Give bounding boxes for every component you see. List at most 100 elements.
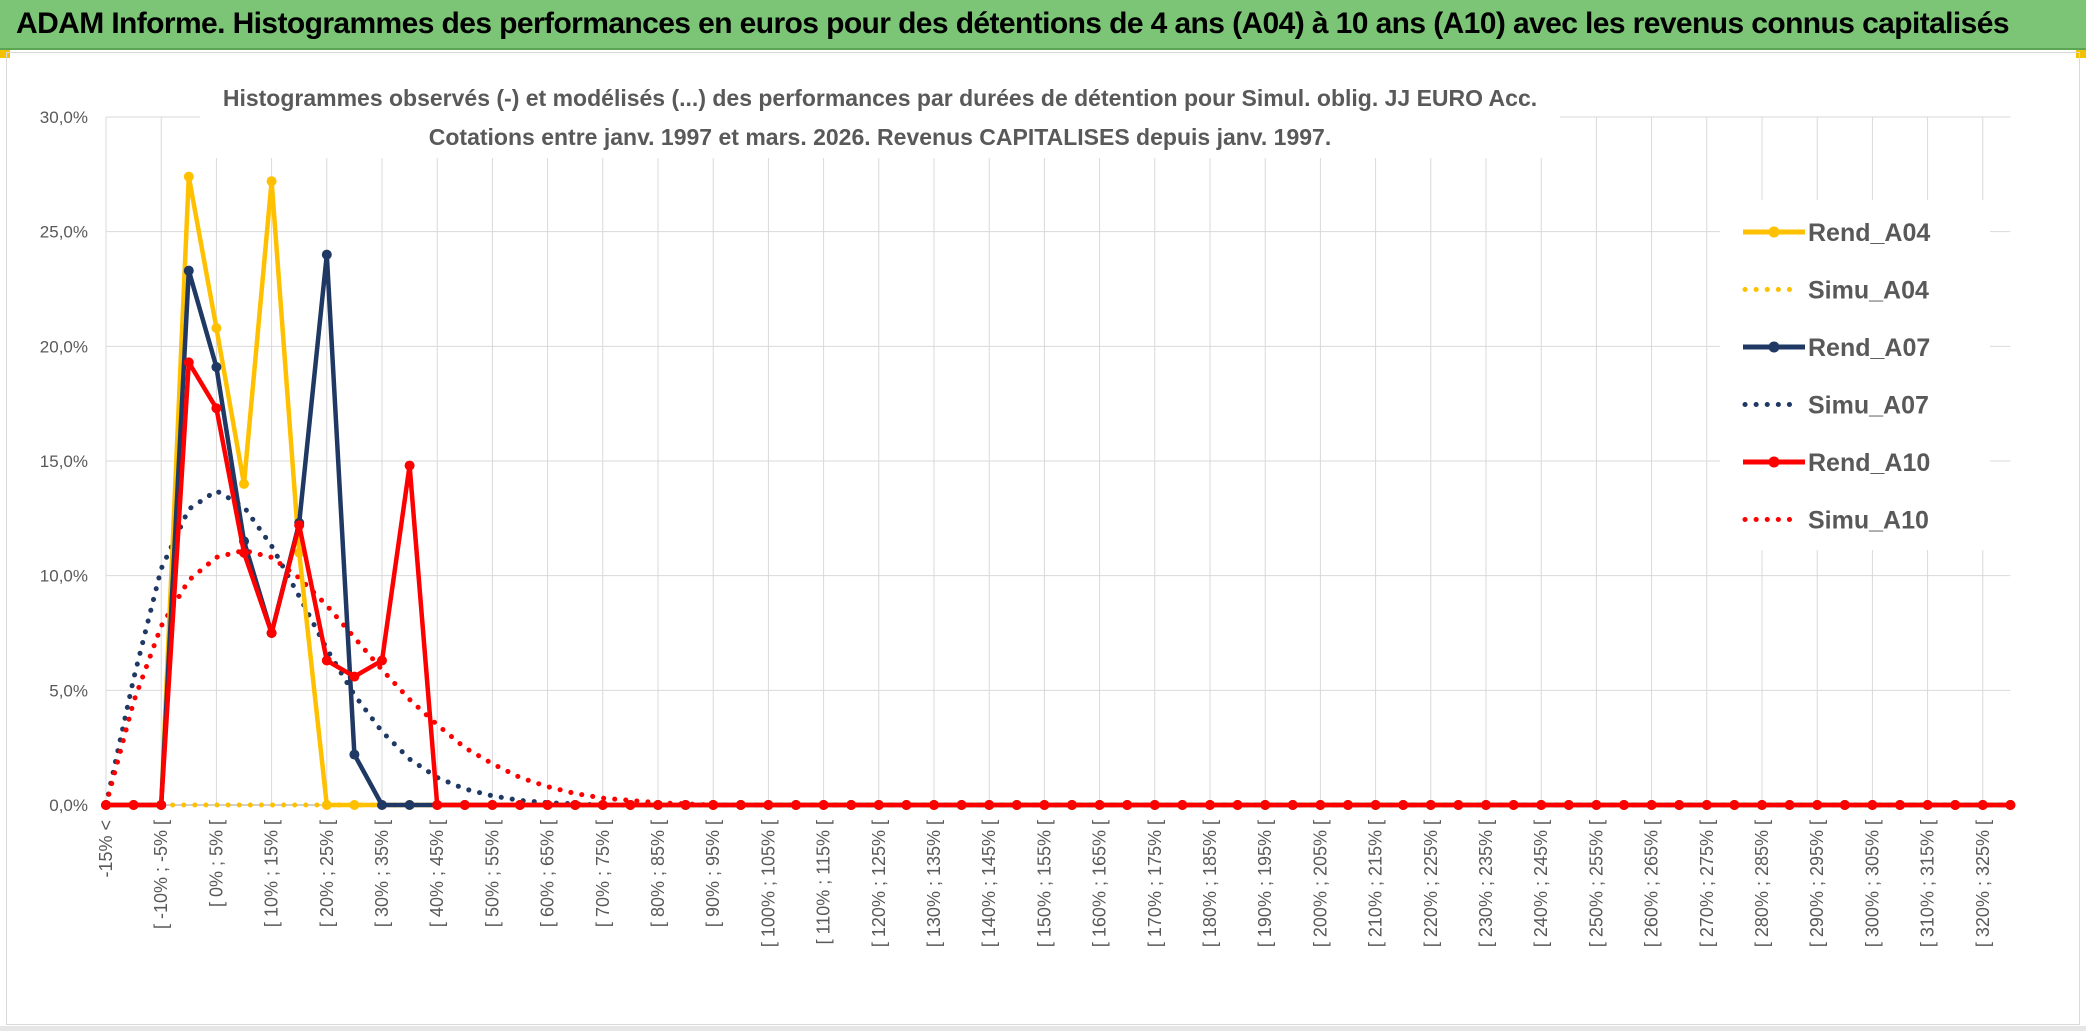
rend-a10-point <box>1922 800 1933 810</box>
rend-a10-point <box>1398 800 1409 810</box>
x-tick-label: [ -10% ; -5% [ <box>151 820 171 929</box>
rend-a07-point <box>377 800 387 810</box>
legend-label-rend-a04: Rend_A04 <box>1808 219 1930 247</box>
x-tick-label: [ 90% ; 95% [ <box>703 820 723 927</box>
rend-a04-point <box>239 478 249 489</box>
rend-a10-point <box>1867 800 1878 810</box>
rend-a10-point <box>763 800 774 810</box>
rend-a10-point <box>1315 800 1326 810</box>
rend-a07-point <box>321 249 332 260</box>
rend-a10-point <box>2005 800 2016 810</box>
rend-a10-point <box>1563 800 1574 810</box>
rend-a10-point <box>735 800 746 810</box>
x-tick-label: [ 130% ; 135% [ <box>924 820 944 947</box>
rend-a10-point <box>1950 800 1961 810</box>
corner-accent-left <box>0 50 10 58</box>
x-tick-label: [ 300% ; 305% [ <box>1862 820 1882 947</box>
x-tick-label: [ 50% ; 55% [ <box>482 820 502 927</box>
rend-a10-point <box>1260 800 1271 810</box>
rend-a10-point <box>929 800 939 810</box>
rend-a10-point <box>542 800 553 810</box>
y-tick-label: 25,0% <box>40 223 88 242</box>
x-tick-label: [ 20% ; 25% [ <box>317 820 337 927</box>
rend-a10-point <box>1453 800 1464 810</box>
x-tick-label: [ 80% ; 85% [ <box>648 820 668 927</box>
rend-a10-point <box>294 520 305 531</box>
x-tick-label: [ 180% ; 185% [ <box>1200 820 1220 947</box>
rend-a10-point <box>1287 800 1298 810</box>
series-rend-a10 <box>101 357 2016 810</box>
x-tick-label: [ 60% ; 65% [ <box>538 820 558 927</box>
rend-a10-point <box>1067 800 1077 810</box>
rend-a10-point <box>901 800 912 810</box>
x-tick-label: [ 310% ; 315% [ <box>1918 820 1938 947</box>
report-banner: ADAM Informe. Histogrammes des performan… <box>0 0 2086 50</box>
legend-label-simu-a07: Simu_A07 <box>1808 392 1929 420</box>
x-tick-label: [ 140% ; 145% [ <box>979 820 999 947</box>
report-title: ADAM Informe. Histogrammes des performan… <box>16 7 2010 40</box>
rend-a10-point <box>1370 800 1381 810</box>
rend-a10-point <box>1177 800 1188 810</box>
rend-a10-point <box>1039 800 1050 810</box>
x-tick-label: [ 250% ; 255% [ <box>1586 820 1606 947</box>
rend-a10-point <box>377 655 387 666</box>
rend-a04-point <box>349 800 360 810</box>
rend-a10-point <box>1011 800 1022 810</box>
x-tick-label: [ 0% ; 5% [ <box>206 820 226 907</box>
y-tick-label: 10,0% <box>40 567 88 586</box>
rend-a10-point <box>101 800 111 810</box>
x-tick-label: [ 40% ; 45% [ <box>427 820 447 927</box>
rend-a10-point <box>1895 800 1905 810</box>
legend-box <box>1720 200 1990 550</box>
rend-a10-point <box>1508 800 1519 810</box>
x-tick-label: [ 10% ; 15% [ <box>262 820 282 927</box>
x-tick-label: -15% < <box>96 820 116 878</box>
y-tick-label: 20,0% <box>40 337 88 356</box>
chart-legend: Rend_A04 Simu_A04 Rend_A07 Simu_A07 Rend_A10… <box>1720 200 1990 550</box>
rend-a10-point <box>846 800 857 810</box>
x-tick-label: [ 270% ; 275% [ <box>1697 820 1717 947</box>
x-tick-label: [ 210% ; 215% [ <box>1366 820 1386 947</box>
x-tick-label: [ 240% ; 245% [ <box>1531 820 1551 947</box>
rend-a07-point <box>183 265 194 276</box>
rend-a04-point <box>321 800 332 810</box>
rend-a10-point <box>156 800 167 810</box>
rend-a10-point <box>1839 800 1850 810</box>
x-tick-label: [ 170% ; 175% [ <box>1145 820 1165 947</box>
rend-a10-point <box>873 800 884 810</box>
chart-title: Histogrammes observés (-) et modélisés (… <box>223 85 1537 111</box>
x-tick-label: [ 160% ; 165% [ <box>1090 820 1110 947</box>
x-tick-label: [ 200% ; 205% [ <box>1310 820 1330 947</box>
rend-a10-point <box>1122 800 1133 810</box>
rend-a10-point <box>1701 800 1712 810</box>
rend-a10-point <box>1812 800 1823 810</box>
rend-a10-point <box>1205 800 1215 810</box>
rend-a10-point <box>321 655 332 666</box>
x-tick-label: [ 290% ; 295% [ <box>1807 820 1827 947</box>
x-tick-label: [ 110% ; 115% [ <box>814 820 834 944</box>
x-tick-label: [ 220% ; 225% [ <box>1421 820 1441 947</box>
rend-a04-point <box>266 176 277 187</box>
x-tick-label: [ 30% ; 35% [ <box>372 820 392 927</box>
rend-a10-line <box>106 360 2011 808</box>
rend-a04-point <box>183 171 194 182</box>
rend-a10-point <box>515 800 525 810</box>
legend-marker-rend-a04 <box>1768 226 1780 238</box>
legend-marker-rend-a10 <box>1768 456 1780 468</box>
rend-a10-point <box>1149 800 1160 810</box>
rend-a10-point <box>1425 800 1436 810</box>
rend-a10-point <box>211 403 222 414</box>
legend-marker-rend-a07 <box>1768 341 1780 353</box>
x-tick-label: [ 100% ; 105% [ <box>758 820 778 947</box>
x-tick-label: [ 320% ; 325% [ <box>1973 820 1993 947</box>
rend-a07-point <box>404 800 415 810</box>
x-tick-label: [ 280% ; 285% [ <box>1752 820 1772 947</box>
rend-a10-point <box>1343 800 1353 810</box>
x-tick-label: [ 260% ; 265% [ <box>1642 820 1662 947</box>
rend-a10-point <box>404 460 415 471</box>
rend-a10-point <box>1481 800 1491 810</box>
x-tick-label: [ 120% ; 125% [ <box>869 820 889 947</box>
legend-label-rend-a07: Rend_A07 <box>1808 334 1930 362</box>
rend-a04-point <box>294 547 305 558</box>
